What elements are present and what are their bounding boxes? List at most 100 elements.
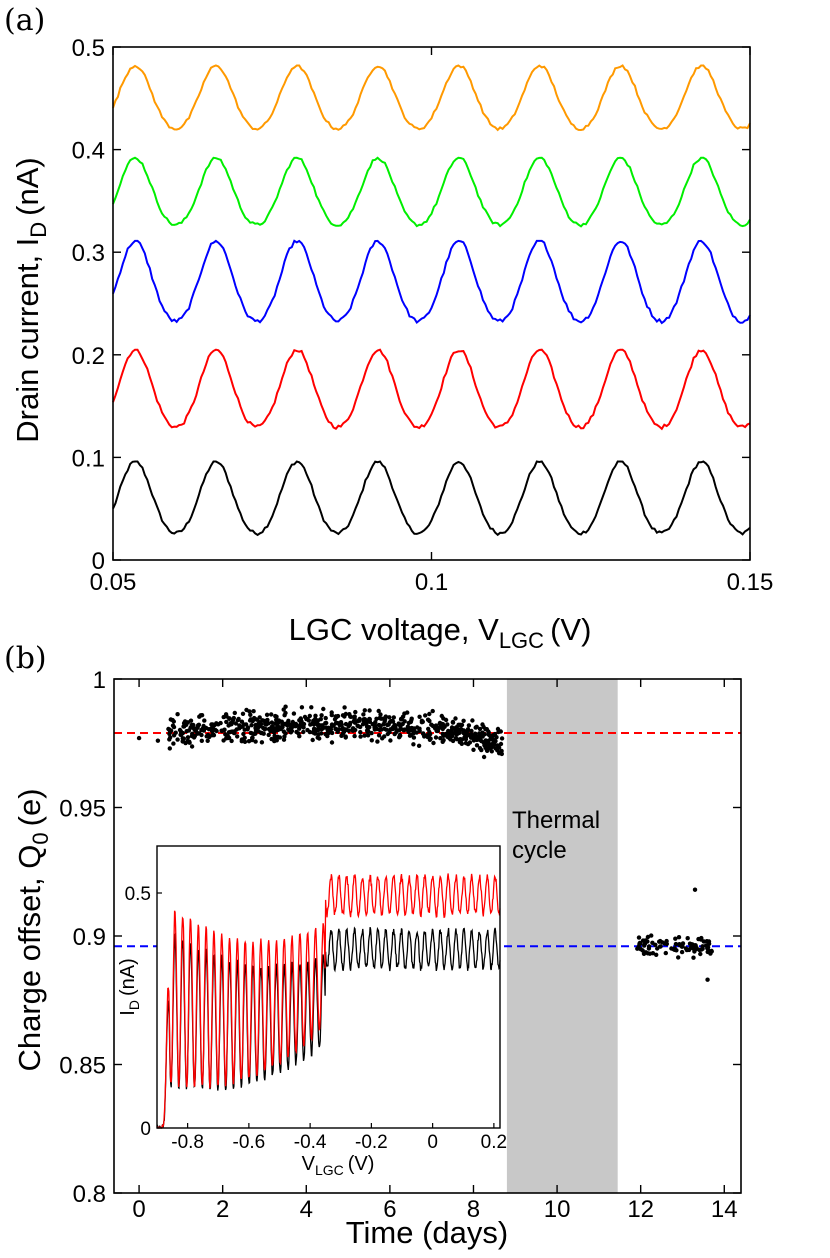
- scatter-point: [663, 950, 668, 956]
- scatter-point: [642, 943, 647, 948]
- scatter-point: [392, 722, 397, 728]
- scatter-point: [364, 728, 370, 733]
- scatter-point: [676, 955, 681, 960]
- scatter-point: [416, 743, 422, 748]
- scatter-point: [392, 731, 397, 737]
- scatter-point: [230, 720, 235, 726]
- scatter-point: [168, 717, 173, 722]
- scatter-point: [256, 721, 261, 726]
- scatter-point: [249, 723, 254, 728]
- scatter-point: [311, 718, 316, 723]
- scatter-point: [334, 714, 339, 720]
- scatter-point: [649, 933, 654, 938]
- scatter-point: [253, 739, 258, 744]
- scatter-point: [228, 729, 233, 735]
- scatter-point: [459, 741, 464, 746]
- scatter-point: [195, 725, 200, 730]
- scatter-point: [342, 705, 347, 710]
- scatter-point: [691, 955, 696, 960]
- scatter-point: [352, 733, 357, 739]
- scatter-point: [376, 733, 382, 738]
- scatter-point: [171, 724, 177, 730]
- scatter-point: [677, 942, 682, 948]
- scatter-point: [299, 705, 305, 710]
- scatter-point: [266, 726, 272, 732]
- scatter-point: [427, 729, 432, 735]
- scatter-point: [361, 712, 366, 717]
- scatter-point: [481, 724, 486, 730]
- scatter-point: [672, 946, 677, 951]
- panel-b-y-tick-label: 1: [93, 667, 106, 694]
- scatter-point: [360, 722, 366, 727]
- scatter-point: [646, 944, 652, 949]
- scatter-point: [488, 746, 493, 751]
- panel-a-x-tick-label: 0.1: [415, 569, 448, 596]
- scatter-point: [481, 754, 487, 760]
- scatter-point: [286, 722, 292, 727]
- scatter-point: [650, 951, 656, 956]
- scatter-point: [271, 730, 277, 735]
- scatter-point: [264, 722, 269, 727]
- scatter-point: [636, 935, 642, 940]
- scatter-point: [458, 738, 464, 743]
- scatter-point: [465, 727, 471, 732]
- scatter-point: [427, 711, 432, 717]
- scatter-point: [409, 716, 414, 721]
- scatter-point: [367, 725, 372, 730]
- scatter-point: [175, 737, 180, 742]
- panel-a-x-tick-label: 0.15: [727, 569, 774, 596]
- scatter-point: [467, 740, 473, 745]
- panel-b-x-tick-label: 0: [132, 1196, 145, 1223]
- scatter-point: [248, 717, 253, 722]
- scatter-point: [307, 713, 312, 719]
- scatter-point: [358, 734, 363, 739]
- scatter-point: [290, 721, 295, 727]
- scatter-point: [353, 709, 358, 715]
- scatter-point: [643, 938, 648, 943]
- scatter-point: [409, 725, 414, 731]
- scatter-point: [377, 715, 382, 721]
- scatter-point: [308, 722, 313, 727]
- scatter-point: [242, 727, 247, 732]
- scatter-point: [167, 729, 173, 735]
- scatter-point-outlier: [136, 735, 142, 741]
- inset-line-after: [156, 873, 501, 1129]
- panel-a-y-axis-title: Drain current, ID(nA): [10, 157, 51, 442]
- scatter-point: [333, 721, 339, 726]
- inset-line-before: [156, 926, 501, 1129]
- scatter-point: [378, 712, 383, 717]
- panel-a-axes: 0 0.1 0.2 0.3 0.4 0.5 0.05 0.1 0.15: [72, 35, 774, 596]
- scatter-point: [480, 730, 485, 735]
- scatter-point: [390, 719, 396, 724]
- scatter-point: [441, 738, 446, 743]
- scatter-point: [210, 728, 215, 733]
- scatter-point: [283, 710, 288, 716]
- scatter-point: [406, 720, 411, 726]
- inset-x-tick-label: -0.2: [355, 1132, 388, 1153]
- panel-a-y-tick-label: 0.3: [72, 240, 105, 267]
- scatter-point: [373, 720, 378, 725]
- scatter-point: [473, 725, 478, 730]
- scatter-point: [698, 951, 703, 957]
- panel-b-x-tick-label: 14: [711, 1196, 738, 1223]
- scatter-point: [233, 721, 239, 726]
- scatter-point: [323, 721, 328, 726]
- scatter-point: [315, 718, 321, 723]
- scatter-point: [367, 719, 373, 724]
- scatter-point: [402, 727, 407, 732]
- scatter-point: [330, 730, 335, 736]
- scatter-point: [200, 726, 206, 731]
- scatter-point: [311, 730, 316, 735]
- scatter-point: [296, 731, 301, 736]
- scatter-point: [448, 734, 453, 739]
- scatter-point: [369, 738, 374, 743]
- scatter-point: [433, 735, 439, 740]
- scatter-point: [214, 721, 219, 726]
- scatter-point: [456, 728, 461, 734]
- scatter-point: [266, 732, 271, 738]
- scatter-point: [636, 946, 641, 951]
- scatter-point: [364, 721, 369, 727]
- scatter-point: [282, 721, 287, 727]
- panel-a-y-tick-label: 0: [92, 548, 105, 575]
- scatter-point: [477, 746, 483, 751]
